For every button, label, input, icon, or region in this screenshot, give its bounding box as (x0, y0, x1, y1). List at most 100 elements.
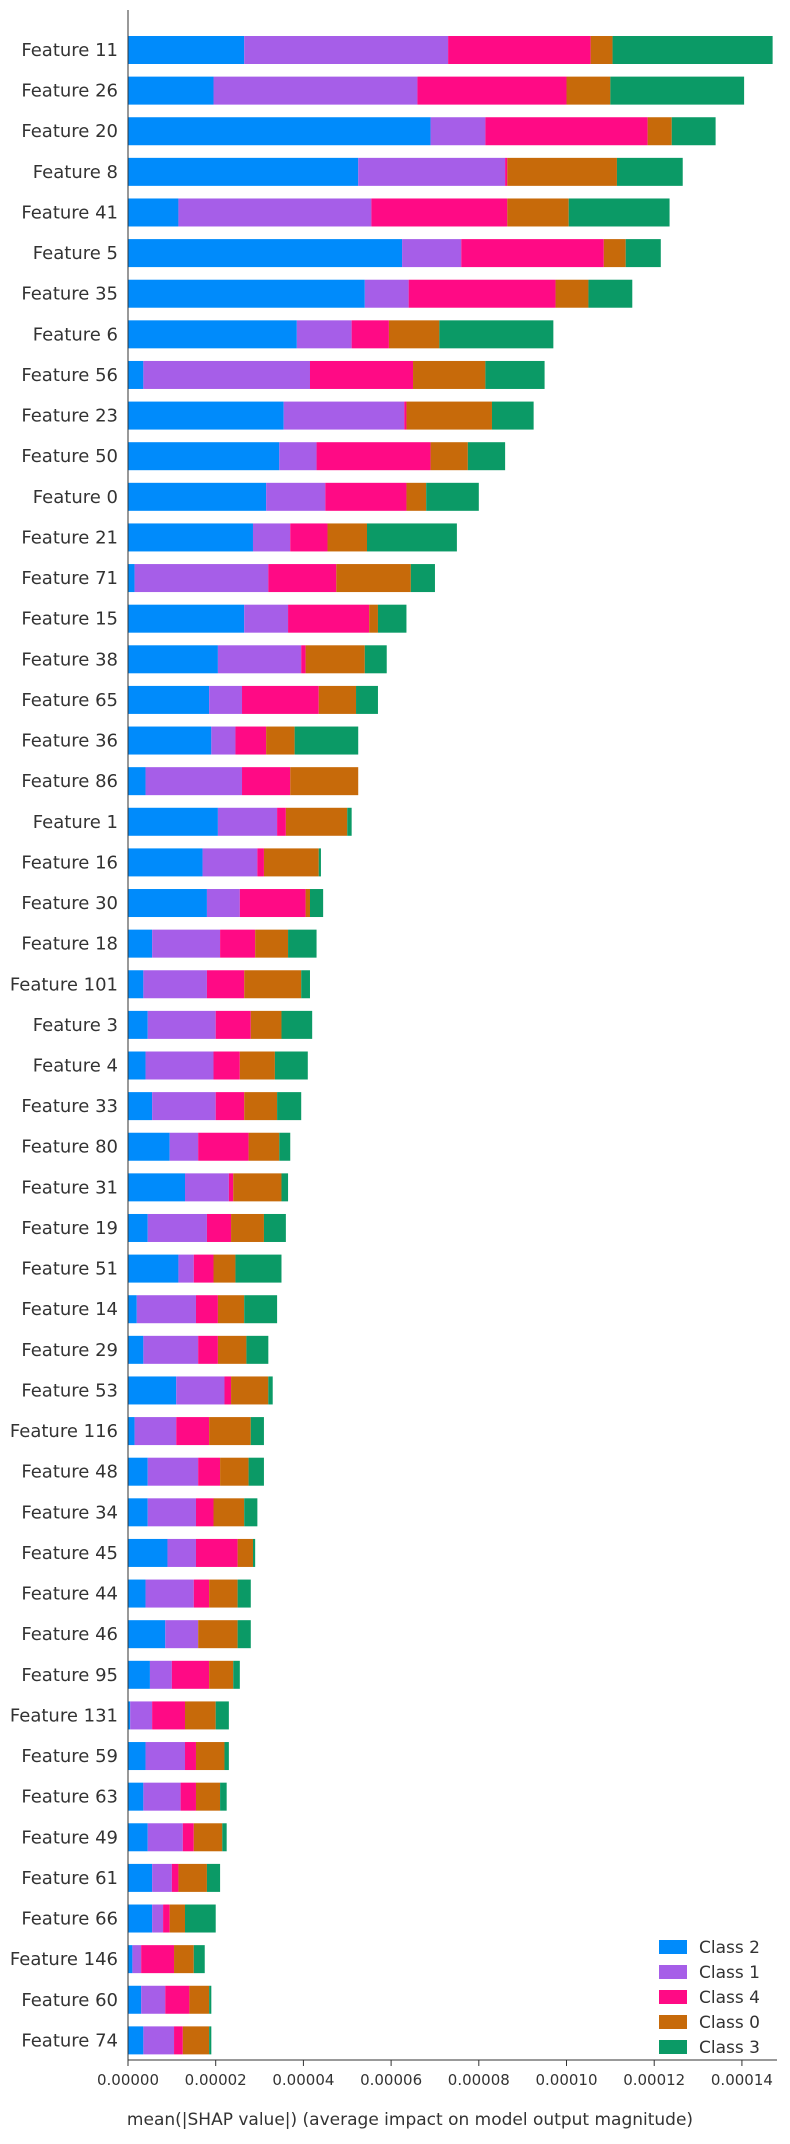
bar-feature-21-class-1 (252, 523, 291, 552)
bar-feature-6-class-0 (388, 320, 440, 349)
bar-feature-60-class-3 (209, 1985, 212, 2014)
bar-feature-116-class-2 (128, 1417, 135, 1446)
ytick-label-feature-29: Feature 29 (21, 1340, 118, 1361)
xtick-label: 0.00006 (360, 2071, 422, 2089)
x-axis-label: mean(|SHAP value|) (average impact on mo… (127, 2110, 693, 2130)
bar-feature-30-class-3 (309, 889, 324, 918)
bar-feature-5-class-3 (625, 239, 661, 268)
bar-feature-65-class-0 (318, 685, 357, 714)
bar-feature-80-class-1 (169, 1132, 199, 1161)
bar-feature-29-class-1 (143, 1335, 199, 1364)
bar-feature-14-class-3 (244, 1295, 278, 1324)
bar-feature-48-class-4 (198, 1457, 221, 1486)
bar-feature-18-class-0 (255, 929, 289, 958)
bar-feature-26-class-1 (213, 76, 418, 105)
bar-feature-45-class-3 (252, 1538, 256, 1567)
bar-feature-46-class-2 (128, 1620, 166, 1649)
bar-feature-15-class-0 (369, 604, 378, 633)
bar-feature-51-class-4 (193, 1254, 214, 1283)
legend-swatch-class-3 (659, 2040, 687, 2054)
bar-feature-4-class-3 (274, 1051, 308, 1080)
ytick-label-feature-14: Feature 14 (21, 1299, 118, 1320)
bar-feature-20-class-2 (128, 117, 431, 146)
legend-label-class-3: Class 3 (699, 2038, 760, 2058)
bar-feature-38-class-0 (305, 645, 365, 674)
bar-feature-116-class-4 (176, 1417, 210, 1446)
bar-feature-131-class-0 (185, 1701, 216, 1730)
bar-feature-18-class-4 (220, 929, 256, 958)
legend: Class 2 Class 1 Class 4 Class 0 Class 3 (659, 1938, 760, 2058)
ytick-label-feature-36: Feature 36 (21, 731, 118, 752)
ytick-label-feature-26: Feature 26 (21, 81, 118, 102)
bar-feature-8-class-4 (505, 157, 508, 186)
bar-feature-131-class-4 (152, 1701, 186, 1730)
bar-feature-53-class-2 (128, 1376, 177, 1405)
bar-feature-36-class-0 (266, 726, 295, 755)
bar-feature-46-class-1 (165, 1620, 199, 1649)
bar-feature-56-class-4 (309, 360, 414, 389)
bar-feature-46-class-0 (198, 1620, 238, 1649)
bar-feature-38-class-1 (217, 645, 302, 674)
bar-feature-36-class-4 (235, 726, 267, 755)
bar-feature-19-class-0 (231, 1213, 264, 1242)
bar-feature-66-class-2 (128, 1904, 153, 1933)
ytick-label-feature-61: Feature 61 (21, 1868, 118, 1889)
bar-feature-19-class-2 (128, 1213, 148, 1242)
bar-feature-59-class-0 (195, 1742, 225, 1771)
bar-feature-34-class-4 (195, 1498, 214, 1527)
bar-feature-1-class-4 (277, 807, 286, 836)
legend-swatch-class-2 (659, 1940, 687, 1954)
bar-feature-41-class-2 (128, 198, 179, 227)
bar-feature-23-class-2 (128, 401, 284, 430)
bar-feature-6-class-2 (128, 320, 297, 349)
bar-feature-29-class-3 (246, 1335, 269, 1364)
bar-feature-3-class-2 (128, 1010, 148, 1039)
bar-feature-30-class-4 (239, 889, 306, 918)
bar-feature-95-class-4 (171, 1660, 210, 1689)
ytick-label-feature-80: Feature 80 (21, 1137, 118, 1158)
bar-feature-20-class-3 (671, 117, 716, 146)
legend-label-class-1: Class 1 (699, 1963, 760, 1983)
ytick-label-feature-5: Feature 5 (33, 243, 118, 264)
bar-feature-29-class-4 (198, 1335, 218, 1364)
ytick-label-feature-23: Feature 23 (21, 406, 118, 427)
bar-feature-60-class-2 (128, 1985, 142, 2014)
bar-feature-5-class-1 (402, 239, 462, 268)
bar-feature-11-class-3 (612, 36, 773, 64)
bar-feature-65-class-1 (209, 685, 243, 714)
bar-feature-15-class-3 (377, 604, 407, 633)
ytick-label-feature-44: Feature 44 (21, 1584, 118, 1605)
bar-feature-53-class-0 (231, 1376, 269, 1405)
bar-feature-74-class-4 (174, 2026, 183, 2055)
bar-feature-15-class-2 (128, 604, 245, 633)
bar-feature-5-class-0 (603, 239, 626, 268)
bar-feature-45-class-0 (237, 1538, 253, 1567)
bar-feature-101-class-0 (244, 970, 302, 999)
ytick-label-feature-65: Feature 65 (21, 690, 118, 711)
bar-feature-11-class-4 (448, 36, 591, 64)
ytick-label-feature-66: Feature 66 (21, 1909, 118, 1930)
bar-feature-5-class-2 (128, 239, 403, 268)
bar-feature-30-class-0 (305, 889, 310, 918)
ytick-label-feature-34: Feature 34 (21, 1502, 118, 1523)
bar-feature-60-class-1 (141, 1985, 166, 2014)
bar-feature-49-class-0 (193, 1823, 223, 1852)
bar-feature-20-class-1 (430, 117, 486, 146)
ytick-label-feature-3: Feature 3 (33, 1015, 118, 1036)
bar-feature-3-class-4 (215, 1010, 251, 1039)
bar-feature-38-class-3 (364, 645, 387, 674)
bar-feature-18-class-2 (128, 929, 153, 958)
bar-feature-31-class-1 (185, 1173, 229, 1202)
bar-feature-74-class-2 (128, 2026, 144, 2055)
bar-feature-8-class-0 (507, 157, 617, 186)
bar-feature-131-class-3 (215, 1701, 229, 1730)
bar-feature-61-class-3 (206, 1863, 221, 1892)
bar-feature-35-class-2 (128, 279, 365, 308)
bar-feature-50-class-0 (430, 442, 468, 471)
bar-feature-65-class-4 (242, 685, 319, 714)
bar-feature-50-class-1 (279, 442, 317, 471)
bar-feature-131-class-2 (128, 1701, 131, 1730)
bar-feature-101-class-1 (143, 970, 207, 999)
bar-feature-61-class-1 (152, 1863, 172, 1892)
ytick-label-feature-21: Feature 21 (21, 527, 118, 548)
